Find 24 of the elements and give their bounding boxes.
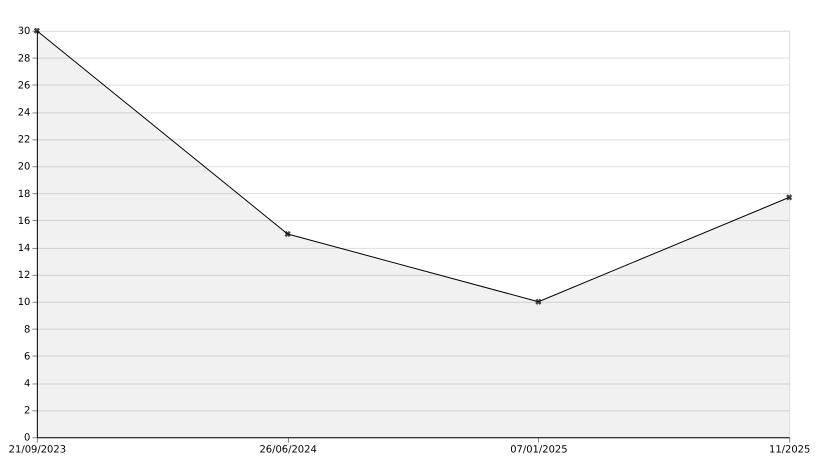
y-tick-label: 14 — [18, 243, 30, 254]
x-tick-label: 21/09/2023 — [8, 444, 66, 456]
y-tick-label: 8 — [24, 324, 30, 336]
y-tick-label: 0 — [24, 432, 30, 444]
y-tick-label: 26 — [18, 80, 30, 92]
x-tick-label: 11/2025 — [768, 444, 810, 456]
point — [34, 28, 40, 34]
point — [284, 230, 291, 238]
y-tick-label: 22 — [18, 134, 30, 146]
y-tick-label: 24 — [18, 108, 30, 119]
point — [535, 298, 542, 305]
x-tick-label: 26/06/2024 — [259, 444, 317, 456]
y-tick-label: 10 — [18, 297, 30, 308]
y-tick-label: 18 — [18, 188, 30, 200]
y-tick-label: 28 — [18, 53, 30, 64]
y-tick-label: 16 — [18, 216, 30, 227]
y-tick-label: 30 — [18, 26, 30, 38]
point — [786, 194, 792, 201]
y-tick-label: 20 — [18, 162, 30, 173]
y-tick-label: 2 — [24, 406, 30, 417]
y-tick-label: 12 — [18, 270, 30, 282]
y-tick-label: 6 — [24, 351, 30, 362]
y-tick-label: 4 — [24, 378, 30, 390]
x-tick-label: 07/01/2025 — [510, 444, 568, 456]
